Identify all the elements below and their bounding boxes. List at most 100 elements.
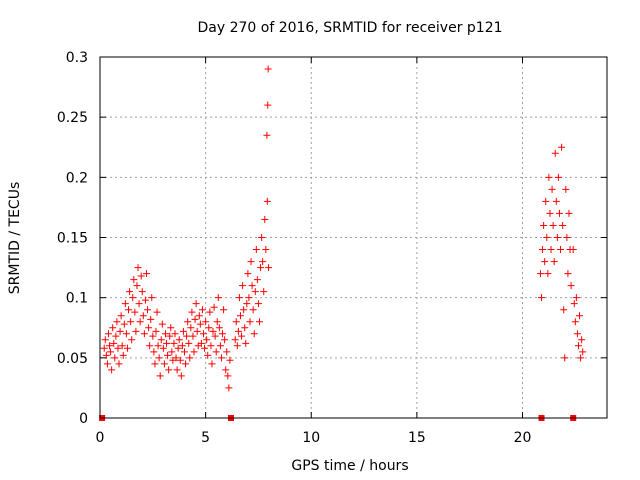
y-tick-label: 0.3 <box>66 50 88 66</box>
data-point <box>239 282 247 290</box>
data-point <box>174 344 182 352</box>
data-point <box>252 246 260 254</box>
data-point <box>260 288 268 296</box>
data-point <box>130 276 138 284</box>
data-point <box>176 356 184 364</box>
data-point <box>235 294 243 302</box>
data-point <box>563 234 571 241</box>
data-point <box>167 324 175 332</box>
data-point <box>126 288 134 296</box>
data-point <box>181 348 188 356</box>
data-point <box>219 330 227 338</box>
data-point <box>543 234 551 241</box>
data-point <box>108 366 116 374</box>
data-point <box>214 294 222 302</box>
data-point <box>567 282 575 290</box>
data-point <box>193 327 201 335</box>
data-point <box>564 270 572 278</box>
data-point <box>151 360 159 368</box>
data-point <box>182 360 190 368</box>
data-point <box>264 65 272 73</box>
data-point <box>205 324 213 332</box>
data-point <box>255 318 263 326</box>
data-point <box>195 312 203 320</box>
data-point <box>152 327 160 335</box>
data-point <box>541 258 549 266</box>
data-point <box>156 372 164 380</box>
data-point <box>561 354 569 362</box>
data-point <box>163 339 171 347</box>
data-point <box>557 246 565 254</box>
data-point <box>264 101 272 109</box>
data-point <box>119 351 127 359</box>
data-point <box>120 320 128 328</box>
data-point <box>183 332 191 340</box>
data-point <box>224 372 232 380</box>
data-point <box>242 339 250 347</box>
data-point <box>148 294 156 302</box>
data-point <box>101 336 109 344</box>
y-axis-label: SRMTID / TECUs <box>7 182 23 295</box>
data-point <box>106 342 114 350</box>
data-point <box>123 344 131 352</box>
y-tick-label: 0 <box>79 411 88 427</box>
y-tick-label: 0.2 <box>66 170 88 186</box>
data-point <box>102 351 110 359</box>
data-point <box>211 332 219 340</box>
data-point <box>171 330 179 338</box>
data-point <box>206 308 214 316</box>
data-point <box>262 246 270 254</box>
data-point <box>545 173 553 181</box>
data-point <box>113 318 121 326</box>
data-point <box>136 318 144 326</box>
data-point <box>554 173 562 181</box>
data-point <box>552 197 560 205</box>
data-point <box>132 327 140 335</box>
data-point <box>555 209 563 217</box>
y-tick-label: 0.05 <box>57 351 88 367</box>
data-point <box>125 306 133 314</box>
data-point <box>212 348 220 356</box>
data-point <box>173 366 181 374</box>
data-point <box>231 336 239 344</box>
data-point <box>109 324 117 332</box>
data-point <box>234 327 242 335</box>
chart-title: Day 270 of 2016, SRMTID for receiver p12… <box>197 20 502 36</box>
axis-ticks: 0 5 10 15 20 0 0.05 0.1 0.15 0.2 0.25 0.3 <box>57 50 607 446</box>
data-point <box>134 264 142 272</box>
data-point <box>147 315 155 323</box>
data-point <box>191 315 199 323</box>
data-point <box>138 288 146 296</box>
data-point <box>245 294 253 302</box>
data-point <box>155 354 163 362</box>
data-point <box>133 282 141 290</box>
x-tick-label: 20 <box>514 430 532 446</box>
data-point <box>189 332 197 340</box>
data-point <box>207 342 215 350</box>
data-point <box>263 131 271 139</box>
data-point <box>158 320 166 328</box>
data-point <box>565 209 573 217</box>
data-point <box>250 330 258 338</box>
data-point <box>243 300 251 308</box>
data-point <box>157 336 165 344</box>
data-point <box>577 354 585 362</box>
data-point <box>257 264 265 272</box>
data-point <box>254 300 262 308</box>
grid <box>100 57 607 418</box>
data-point <box>175 336 183 344</box>
data-point <box>185 339 193 347</box>
data-point <box>184 318 192 326</box>
y-tick-label: 0.1 <box>66 291 88 307</box>
data-point <box>232 318 240 326</box>
data-point <box>203 336 211 344</box>
data-point <box>170 339 178 347</box>
data-point <box>197 339 205 347</box>
data-point <box>560 306 568 314</box>
data-point <box>208 360 216 368</box>
data-point <box>559 221 567 229</box>
data-point <box>578 336 586 344</box>
data-point <box>149 332 157 340</box>
data-point <box>225 384 233 392</box>
